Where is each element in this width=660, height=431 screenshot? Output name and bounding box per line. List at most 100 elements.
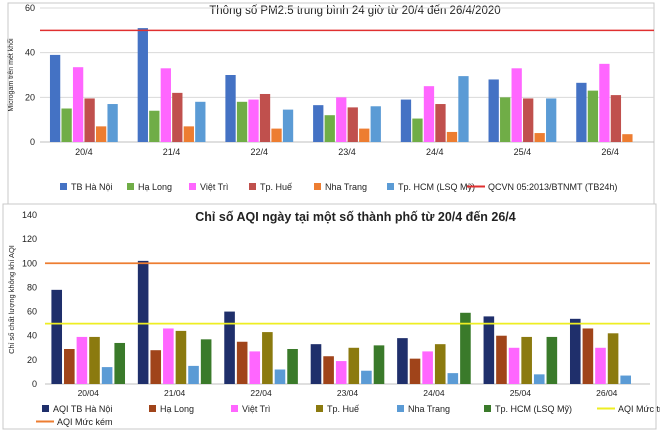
bar-5-3: [274, 369, 286, 384]
bar-5-1: [101, 367, 113, 384]
y-tick-label: 20: [25, 92, 35, 102]
bar-2-7: [587, 90, 599, 142]
legend-item-1: TB Hà Nội: [60, 182, 113, 192]
legend-item-7: AQI Mức trung bình: [597, 404, 660, 414]
y-axis-label: Microgam trên mét khối: [6, 38, 15, 112]
chart-panel: [2, 203, 657, 430]
bar-1-7: [569, 318, 581, 384]
bar-3-6: [508, 347, 520, 384]
x-tick-label: 21/04: [164, 388, 186, 398]
bar-1-4: [310, 344, 322, 384]
bar-6-1: [114, 342, 126, 384]
bar-1-7: [576, 82, 587, 142]
legend-item-5: Nha Trang: [314, 182, 367, 192]
legend-label: Tp. HCM (LSQ Mỹ): [398, 182, 475, 192]
bar-1-5: [400, 99, 412, 142]
chart-1: Thông số PM2.5 trung bình 24 giờ từ 20/4…: [6, 2, 655, 206]
chart-2: Chỉ số AQI ngày tại một số thành phố từ …: [2, 203, 660, 430]
bar-3-2: [160, 68, 171, 142]
bar-4-7: [610, 95, 622, 142]
x-tick-label: 23/04: [337, 388, 359, 398]
x-tick-label: 24/04: [423, 388, 445, 398]
bar-5-7: [622, 134, 633, 142]
bar-5-7: [620, 375, 631, 384]
bar-5-1: [95, 126, 107, 142]
bar-1-3: [224, 311, 235, 384]
legend-swatch: [149, 405, 156, 412]
x-tick-label: 22/4: [251, 147, 269, 157]
bar-2-5: [409, 358, 421, 384]
legend-label: QCVN 05:2013/BTNMT (TB24h): [488, 182, 617, 192]
bar-2-6: [496, 335, 507, 384]
legend-label: Nha Trang: [408, 404, 450, 414]
bar-4-1: [84, 98, 95, 142]
legend-item-4: Tp. Huế: [316, 404, 359, 414]
y-tick-label: 0: [30, 137, 35, 147]
bar-6-3: [282, 109, 294, 142]
legend-label: Hạ Long: [138, 182, 172, 192]
bar-4-3: [262, 332, 273, 384]
bar-4-7: [607, 333, 619, 384]
bar-1-4: [313, 105, 324, 142]
legend-swatch: [484, 405, 491, 412]
bar-1-1: [49, 54, 61, 142]
bar-3-7: [599, 63, 610, 143]
bar-6-2: [200, 339, 212, 384]
bar-5-6: [533, 374, 545, 384]
bar-5-2: [183, 126, 194, 142]
bar-2-2: [150, 350, 162, 384]
bar-4-5: [434, 344, 446, 384]
bar-5-4: [359, 128, 370, 142]
bar-3-5: [422, 351, 433, 384]
legend-label: Tp. HCM (LSQ Mỹ): [495, 404, 572, 414]
legend-label: AQI Mức trung bình: [618, 404, 660, 414]
bar-5-2: [188, 365, 199, 384]
legend-swatch: [60, 183, 67, 190]
bar-5-4: [361, 370, 372, 384]
legend-swatch: [314, 183, 321, 190]
legend-label: Tp. Huế: [327, 404, 359, 414]
legend-swatch: [42, 405, 49, 412]
bar-6-4: [370, 106, 381, 142]
legend-item-3: Việt Trì: [231, 404, 270, 414]
y-axis-label: Chỉ số chất lượng không khí AQI: [7, 245, 16, 354]
bar-6-6: [546, 98, 557, 142]
y-tick-label: 0: [32, 379, 37, 389]
y-tick-label: 60: [27, 307, 37, 317]
chart-panel: [7, 2, 655, 206]
bar-5-3: [271, 128, 282, 142]
bar-5-5: [447, 373, 459, 384]
bar-2-1: [61, 108, 72, 142]
legend-swatch: [249, 183, 256, 190]
x-tick-label: 25/4: [514, 147, 532, 157]
bar-3-7: [595, 347, 606, 384]
y-tick-label: 120: [22, 234, 37, 244]
chart-title: Chỉ số AQI ngày tại một số thành phố từ …: [195, 210, 515, 224]
bar-4-6: [523, 98, 534, 142]
bar-3-4: [335, 361, 347, 384]
legend-item-6: Tp. HCM (LSQ Mỹ): [387, 182, 475, 192]
x-tick-label: 25/04: [510, 388, 532, 398]
legend-label: Nha Trang: [325, 182, 367, 192]
legend-swatch: [127, 183, 134, 190]
bar-3-1: [76, 336, 88, 384]
legend-label: AQI Mức kém: [57, 417, 113, 427]
legend-item-2: Hạ Long: [149, 404, 194, 414]
legend-label: TB Hà Nội: [71, 182, 113, 192]
bar-1-2: [137, 260, 149, 384]
legend-swatch: [387, 183, 394, 190]
bar-5-6: [534, 133, 545, 142]
bar-1-5: [397, 338, 408, 384]
legend-swatch: [397, 405, 404, 412]
bar-5-5: [446, 131, 458, 142]
x-tick-label: 26/4: [601, 147, 619, 157]
bar-6-1: [107, 104, 118, 142]
legend-swatch: [231, 405, 238, 412]
legend-label: Việt Trì: [200, 182, 228, 192]
bar-6-6: [546, 336, 558, 384]
bar-6-4: [373, 345, 385, 384]
legend-item-6: Tp. HCM (LSQ Mỹ): [484, 404, 572, 414]
bar-1-3: [225, 75, 236, 142]
bar-2-1: [64, 348, 75, 384]
